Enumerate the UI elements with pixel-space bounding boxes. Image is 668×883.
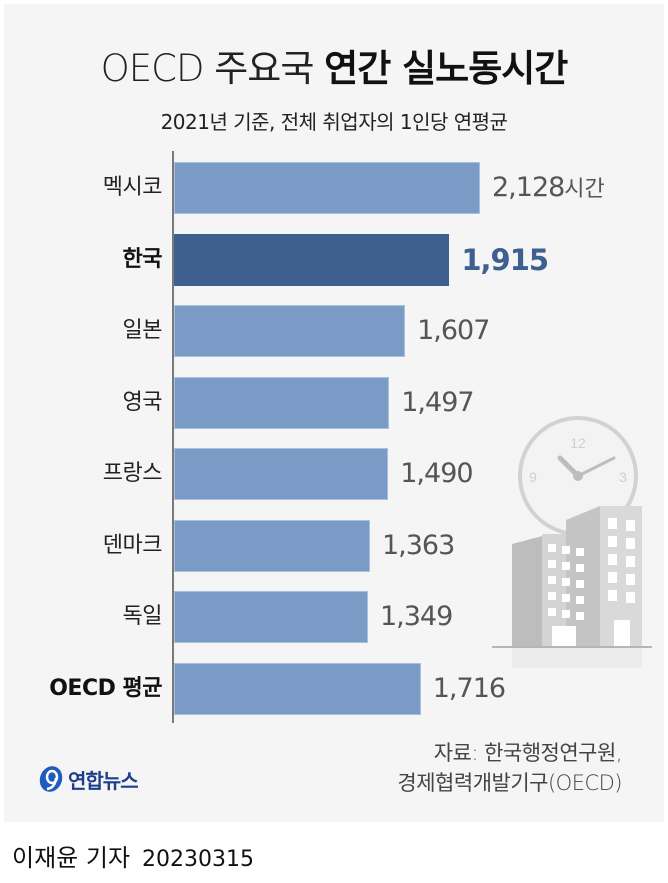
bar-row: 독일 1,349 <box>0 591 668 643</box>
bar <box>174 591 368 643</box>
value-number: 1,497 <box>401 386 474 418</box>
bar-label: 영국 <box>122 389 163 415</box>
bar-value-label: 1,349 <box>379 591 453 643</box>
bar <box>174 162 480 214</box>
value-number: 1,716 <box>432 672 506 704</box>
bar <box>174 519 370 572</box>
source-note: 자료: 한국행정연구원, 경제협력개발기구(OECD) <box>397 738 622 798</box>
value-number: 1,607 <box>417 315 490 346</box>
svg-text:9: 9 <box>529 469 537 485</box>
yonhap-logo-icon <box>39 766 63 792</box>
bar-label: 일본 <box>122 318 163 343</box>
bar-label: 한국 <box>122 246 163 272</box>
value-number: 1,363 <box>381 529 455 561</box>
bar-row: OECD 평균 1,716 <box>0 662 668 715</box>
bar-value-label: 1,497 <box>401 377 474 429</box>
building-icon <box>492 506 652 668</box>
svg-text:3: 3 <box>619 469 627 485</box>
bar <box>174 448 389 500</box>
bar-row: 멕시코 2,128시간 <box>0 162 668 214</box>
svg-text:12: 12 <box>570 435 586 451</box>
value-number: 1,490 <box>400 458 473 489</box>
bar <box>174 233 450 286</box>
bar <box>174 305 406 357</box>
source-line-1: 자료: 한국행정연구원, <box>433 741 623 765</box>
bar-label: 멕시코 <box>102 175 163 200</box>
bar-value-label: 1,716 <box>432 663 506 715</box>
bar-row: 영국 1,497 <box>0 376 668 429</box>
bar-row: 한국 1,915 <box>0 233 668 286</box>
bar-row: 덴마크 1,363 <box>0 519 668 572</box>
value-unit: 시간 <box>564 177 605 202</box>
bar-row: 일본 1,607 <box>0 305 668 357</box>
title-light: OECD 주요국 <box>100 47 325 90</box>
bar <box>174 376 390 429</box>
title-bold: 연간 실노동시간 <box>324 47 568 90</box>
bar-value-label: 1,607 <box>417 305 490 357</box>
bar-row: 프랑스 1,490 <box>0 448 668 500</box>
y-axis-line <box>172 151 174 723</box>
value-number: 1,915 <box>461 242 549 277</box>
chart-subtitle: 2021년 기준, 전체 취업자의 1인당 연평균 <box>160 110 508 134</box>
bar-value-label: 1,363 <box>381 520 455 572</box>
bar-label: OECD 평균 <box>49 675 162 701</box>
logo-text: 연합뉴스 <box>68 768 139 793</box>
source-line-2: 경제협력개발기구(OECD) <box>397 771 622 795</box>
value-number: 2,128 <box>492 172 565 203</box>
bar-value-label: 1,915 <box>461 234 549 286</box>
clock-building-illustration: 12 3 9 <box>492 416 652 668</box>
byline: 이재윤 기자 20230315 <box>12 838 254 873</box>
value-number: 1,349 <box>379 601 453 632</box>
bar-label: 덴마크 <box>102 532 163 558</box>
bar-value-label: 1,490 <box>400 448 473 500</box>
reporter-name: 이재윤 기자 <box>12 844 131 872</box>
chart-title: OECD 주요국 연간 실노동시간 <box>0 38 668 92</box>
bar-value-label: 2,128시간 <box>492 162 605 214</box>
bar <box>174 662 421 715</box>
yonhap-logo: 연합뉴스 <box>38 764 139 794</box>
publish-date: 20230315 <box>142 847 255 872</box>
bar-label: 독일 <box>122 604 163 629</box>
bar-label: 프랑스 <box>102 461 163 486</box>
